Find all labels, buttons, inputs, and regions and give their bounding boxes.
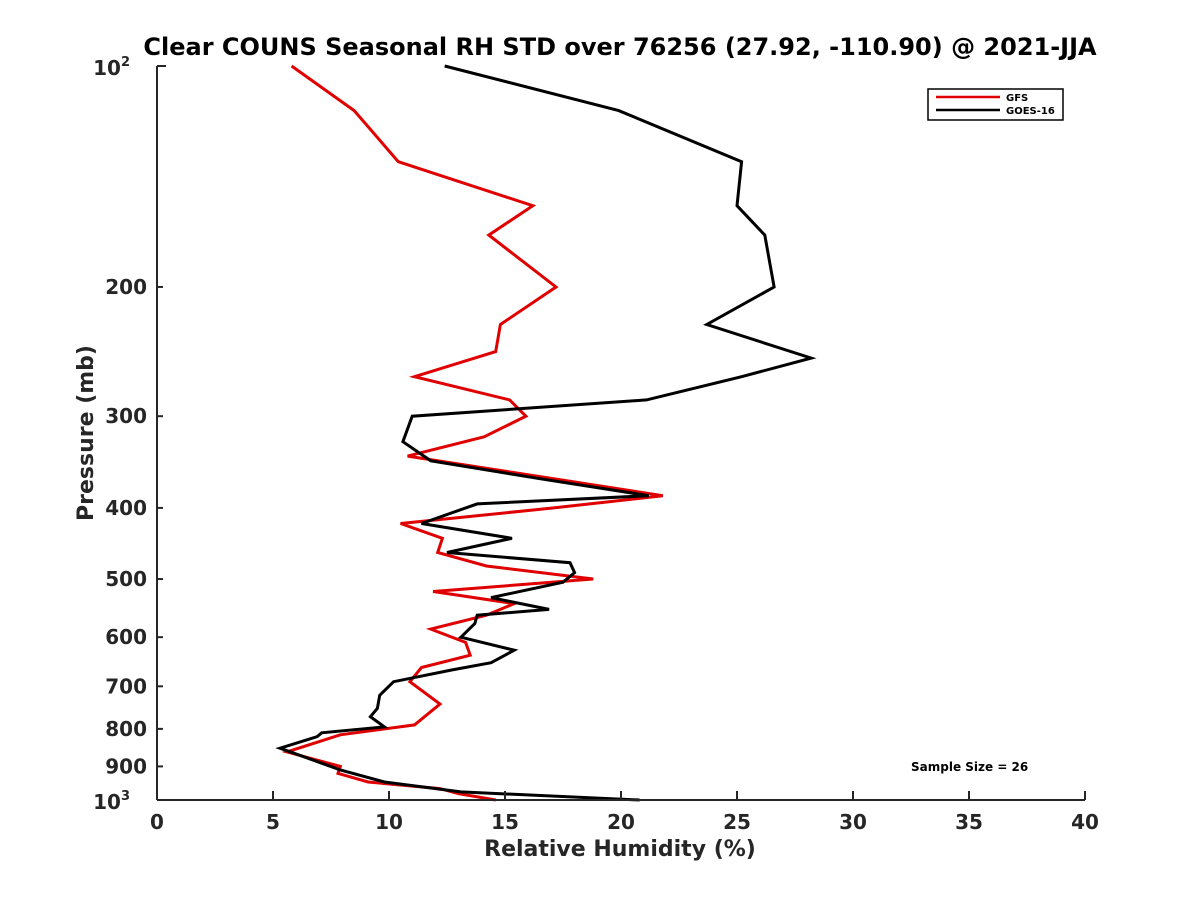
y-tick-label-top: 102 (93, 55, 130, 80)
x-tick-label: 0 (150, 810, 164, 834)
legend-box (927, 88, 1064, 121)
series-line-gfs (281, 64, 664, 802)
x-tick-label: 20 (607, 810, 635, 834)
x-tick-label: 15 (491, 810, 519, 834)
y-tick-label: 200 (105, 275, 147, 299)
y-tick-label: 900 (105, 754, 147, 778)
series-line-goes-16 (275, 64, 817, 802)
y-tick-label: 300 (105, 404, 147, 428)
sample-size-annotation: Sample Size = 26 (911, 760, 1028, 774)
y-tick-label: 800 (105, 717, 147, 741)
y-tick-label-bottom: 103 (93, 789, 130, 814)
y-tick-label: 600 (105, 625, 147, 649)
x-tick-label: 10 (375, 810, 403, 834)
x-axis-label: Relative Humidity (%) (484, 837, 756, 862)
series-layer (275, 64, 817, 802)
y-tick-bottom-base: 10 (93, 790, 121, 814)
y-tick-label: 400 (105, 496, 147, 520)
y-tick-bottom-exp: 3 (121, 789, 130, 804)
legend-label-goes16: GOES-16 (1006, 106, 1055, 117)
y-tick-label: 500 (105, 567, 147, 591)
y-tick-top-exp: 2 (121, 55, 130, 70)
x-tick-label: 5 (266, 810, 280, 834)
x-tick-label: 35 (955, 810, 983, 834)
y-axis-label: Pressure (mb) (74, 345, 99, 521)
legend: GFS GOES-16 (927, 88, 1064, 121)
y-tick-top-base: 10 (93, 56, 121, 80)
x-tick-label: 25 (723, 810, 751, 834)
chart-title: Clear COUNS Seasonal RH STD over 76256 (… (143, 33, 1097, 61)
legend-label-gfs: GFS (1006, 93, 1028, 104)
x-tick-label: 40 (1071, 810, 1099, 834)
x-tick-label: 30 (839, 810, 867, 834)
y-tick-label: 700 (105, 674, 147, 698)
axes: 0 5 10 15 20 25 30 35 40 200 300 400 500 600 700 800 900 (105, 65, 1099, 834)
